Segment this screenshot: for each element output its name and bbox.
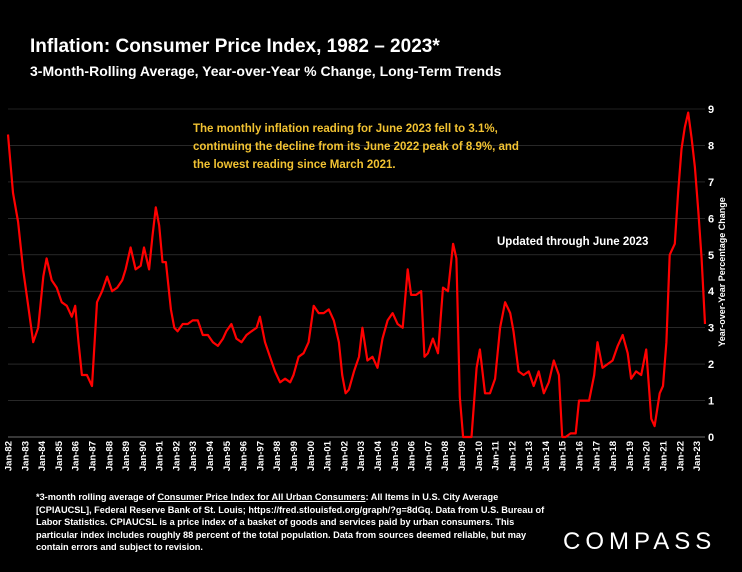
x-tick-label: Jan-13 [524,441,535,471]
y-tick-label: 7 [708,177,714,189]
x-tick-label: Jan-00 [306,441,317,471]
x-tick-label: Jan-91 [155,440,166,471]
footnote: *3-month rolling average of Consumer Pri… [36,491,556,554]
y-tick-label: 3 [708,323,714,335]
x-tick-label: Jan-99 [289,441,300,471]
x-tick-label: Jan-15 [558,440,569,471]
x-tick-label: Jan-97 [255,441,266,471]
y-tick-label: 0 [708,432,714,444]
y-tick-label: 2 [708,359,714,371]
x-tick-label: Jan-87 [87,441,98,471]
x-tick-label: Jan-11 [491,440,502,470]
footnote-link[interactable]: Consumer Price Index for All Urban Consu… [157,492,366,502]
x-tick-label: Jan-90 [138,441,149,471]
series-line [6,111,707,439]
y-tick-label: 1 [708,396,714,408]
x-tick-label: Jan-83 [20,441,31,471]
y-axis: 0 1 2 3 4 5 6 7 8 9 [708,104,715,444]
y-axis-label: Year-over-Year Percentage Change [717,197,727,347]
x-tick-label: Jan-82 [4,441,15,471]
x-tick-label: Jan-06 [407,441,418,471]
x-tick-label: Jan-92 [171,441,182,471]
x-tick-label: Jan-20 [642,441,653,471]
x-tick-label: Jan-89 [121,441,132,471]
y-tick-label: 9 [708,104,714,116]
x-tick-label: Jan-98 [272,441,283,471]
x-axis: Jan-82 Jan-83 Jan-84 Jan-85 Jan-86 Jan-87 Jan-… [4,436,705,471]
x-tick-label: Jan-03 [356,441,367,471]
x-tick-label: Jan-04 [373,440,384,471]
footnote-prefix: *3-month rolling average of [36,492,158,502]
x-tick-label: Jan-95 [222,440,233,471]
x-tick-label: Jan-93 [188,441,199,471]
x-tick-label: Jan-18 [608,441,619,471]
x-tick-label: Jan-17 [591,441,602,471]
x-tick-label: Jan-84 [37,440,48,471]
x-tick-label: Jan-02 [339,441,350,471]
x-tick-label: Jan-14 [541,440,552,471]
y-tick-label: 6 [708,213,714,225]
x-tick-label: Jan-07 [423,441,434,471]
y-tick-label: 8 [708,140,714,152]
line-chart: Jan-82 Jan-83 Jan-84 Jan-85 Jan-86 Jan-87 Jan-… [4,104,716,471]
chart-subtitle: 3-Month-Rolling Average, Year-over-Year … [30,63,502,79]
x-tick-label: Jan-05 [390,440,401,471]
x-tick-label: Jan-08 [440,441,451,471]
y-tick-label: 4 [708,286,715,298]
compass-logo: COMPASS [563,528,717,555]
annotation-text: The monthly inflation reading for June 2… [193,123,519,171]
x-tick-label: Jan-19 [625,441,636,471]
x-tick-label: Jan-01 [323,440,334,471]
footnote-rest: : All Items in U.S. City Average [CPIAUC… [36,492,545,553]
x-tick-label: Jan-96 [239,441,250,471]
x-tick-label: Jan-94 [205,440,216,471]
x-tick-label: Jan-09 [457,441,468,471]
x-tick-label: Jan-10 [474,441,485,471]
x-tick-label: Jan-22 [675,441,686,471]
x-tick-label: Jan-21 [659,440,670,471]
x-tick-label: Jan-16 [575,441,586,471]
chart-title: Inflation: Consumer Price Index, 1982 – … [30,36,440,57]
x-tick-label: Jan-85 [54,440,65,471]
y-tick-label: 5 [708,250,714,262]
x-tick-label: Jan-23 [692,441,703,471]
updated-note: Updated through June 2023 [497,236,649,248]
x-tick-label: Jan-88 [104,441,115,471]
x-tick-label: Jan-86 [71,441,82,471]
x-tick-label: Jan-12 [507,441,518,471]
